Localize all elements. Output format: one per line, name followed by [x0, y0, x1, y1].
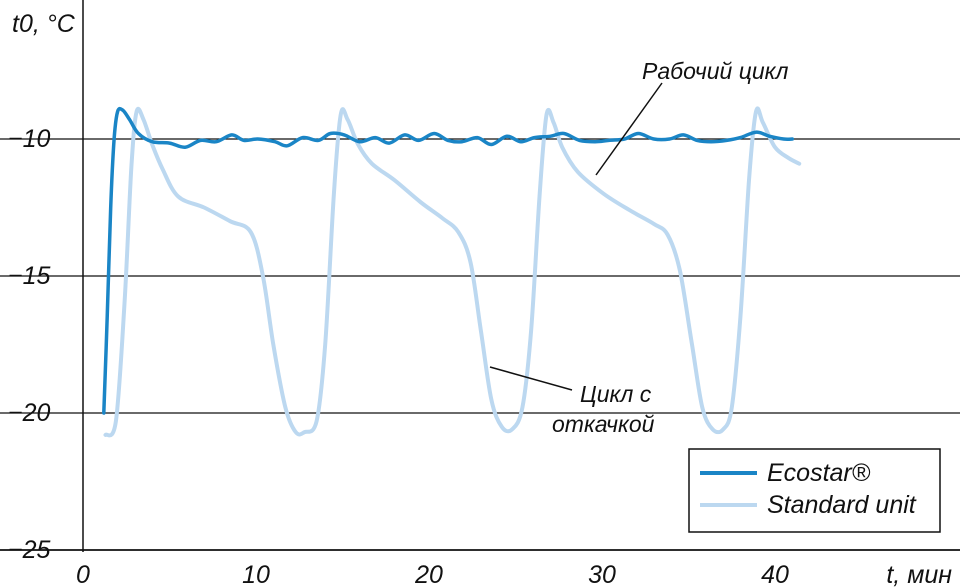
- x-tick-labels: 0 10 20 30 40: [76, 561, 789, 587]
- y-axis-label: t0, °C: [12, 10, 76, 38]
- y-tick-label: −20: [8, 399, 51, 427]
- x-tick-label: 0: [76, 561, 90, 587]
- series-line-standard-unit: [103, 106, 802, 438]
- y-tick-label: −15: [8, 262, 51, 290]
- y-tick-label: −10: [8, 125, 51, 153]
- x-tick-label: 10: [242, 561, 270, 587]
- series-layer: [102, 106, 802, 438]
- legend-label-standard: Standard unit: [767, 491, 917, 519]
- annotation-working-cycle-leader: [595, 82, 663, 176]
- y-tick-label: −25: [8, 536, 51, 564]
- x-tick-label: 20: [414, 561, 443, 587]
- legend-label-ecostar: Ecostar®: [767, 459, 871, 487]
- x-tick-label: 40: [761, 561, 789, 587]
- x-tick-label: 30: [588, 561, 616, 587]
- annotation-pumpdown-cycle: Цикл с откачкой: [489, 366, 655, 437]
- series-line-ecostar: [102, 106, 795, 415]
- legend-box: [688, 448, 941, 533]
- annotation-working-cycle: Рабочий цикл: [595, 58, 789, 176]
- annotation-working-cycle-text: Рабочий цикл: [642, 58, 789, 84]
- annotation-pumpdown-cycle-text-line1: Цикл с: [580, 381, 652, 407]
- legend: Ecostar® Standard unit: [688, 448, 941, 533]
- annotation-pumpdown-cycle-text-line2: откачкой: [552, 411, 655, 437]
- x-axis-label: t, мин: [886, 561, 952, 587]
- y-tick-labels: −10 −15 −20 −25: [8, 125, 51, 564]
- annotation-pumpdown-cycle-leader: [489, 366, 573, 391]
